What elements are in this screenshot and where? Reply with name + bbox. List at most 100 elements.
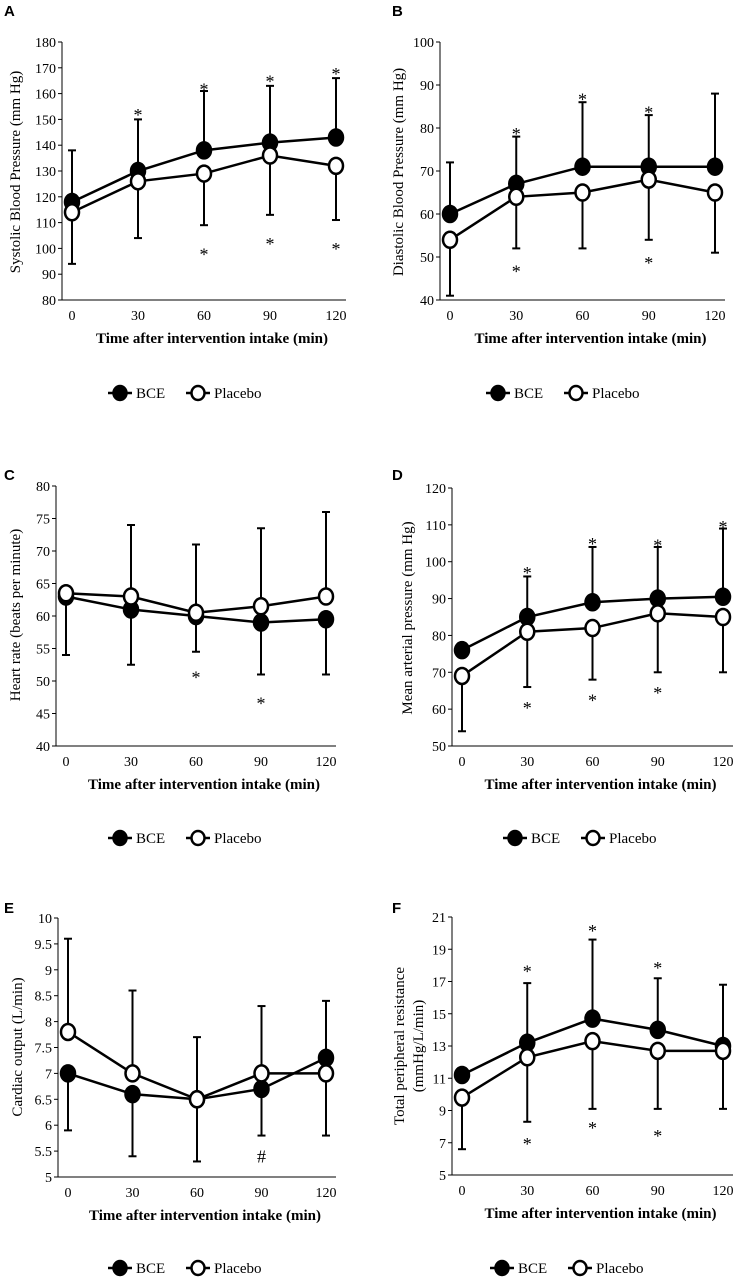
legend-marker-bce xyxy=(494,1259,510,1277)
significance-star: * xyxy=(523,563,532,583)
x-tick-label: 0 xyxy=(63,755,70,770)
data-point-placebo xyxy=(649,1041,666,1061)
legend-marker-bce xyxy=(507,829,523,847)
x-tick-label: 60 xyxy=(197,309,211,324)
y-tick-label: 17 xyxy=(432,976,446,991)
data-point-bce xyxy=(584,593,601,612)
y-tick-label: 80 xyxy=(432,629,446,644)
data-point-placebo xyxy=(584,1031,601,1051)
significance-star: * xyxy=(523,698,532,718)
legend-label-bce: BCE xyxy=(531,831,560,847)
legend: BCE Placebo xyxy=(503,829,656,847)
y-tick-label: 7 xyxy=(45,1067,52,1082)
y-tick-label: 100 xyxy=(425,556,446,571)
data-point-bce xyxy=(195,141,213,160)
y-axis-label: Cardiac output (L/min) xyxy=(10,977,26,1116)
x-tick-label: 60 xyxy=(576,309,590,324)
data-point-bce xyxy=(59,1064,77,1083)
panel-b: B 40 50 60 70 80 90 100 0 30 60 90 120 Time after int… xyxy=(391,3,726,402)
data-point-placebo xyxy=(187,603,205,622)
panel-c: C 40 45 50 55 60 65 70 75 80 0 30 60 90 120 Time after … xyxy=(4,467,337,847)
x-tick-label: 30 xyxy=(126,1186,140,1201)
legend-marker-placebo xyxy=(585,829,601,847)
data-point-placebo xyxy=(59,1022,77,1042)
y-axis-label: Systolic Blood Pressure (mm Hg) xyxy=(8,71,24,274)
y-tick-label: 50 xyxy=(432,740,446,755)
x-tick-label: 60 xyxy=(189,755,203,770)
data-point-placebo xyxy=(327,156,345,176)
legend-label-placebo: Placebo xyxy=(609,831,656,847)
significance-star: * xyxy=(200,79,209,99)
legend-label-bce: BCE xyxy=(136,1261,165,1277)
significance-star: * xyxy=(653,1126,662,1146)
legend-marker-placebo xyxy=(572,1259,588,1277)
data-point-bce xyxy=(584,1009,601,1028)
x-axis-label: Time after intervention intake (min) xyxy=(96,331,328,347)
significance-hash: # xyxy=(257,1146,266,1166)
data-point-placebo xyxy=(317,1064,335,1083)
y-tick-label: 70 xyxy=(432,666,446,681)
data-point-placebo xyxy=(253,1064,270,1083)
y-tick-label: 10 xyxy=(38,912,52,927)
legend-marker-placebo xyxy=(190,829,206,847)
x-tick-label: 90 xyxy=(254,755,268,770)
y-tick-label: 50 xyxy=(420,251,434,266)
significance-star: * xyxy=(332,64,341,84)
legend-marker-placebo xyxy=(190,384,206,402)
y-tick-label: 120 xyxy=(425,482,446,497)
x-axis-label: Time after intervention intake (min) xyxy=(485,777,717,793)
data-point-placebo xyxy=(453,1088,471,1107)
y-tick-label: 70 xyxy=(36,545,50,560)
x-tick-label: 120 xyxy=(316,1186,337,1201)
significance-star: * xyxy=(200,244,209,264)
significance-star: * xyxy=(523,961,532,981)
legend-label-bce: BCE xyxy=(518,1261,547,1277)
y-tick-label: 6 xyxy=(45,1119,52,1134)
data-point-placebo xyxy=(453,666,471,686)
y-axis-label: Diastolic Blood Pressure (mm Hg) xyxy=(391,68,407,276)
data-point-placebo xyxy=(714,1041,732,1061)
legend: BCE Placebo xyxy=(486,384,639,402)
y-axis-label: (mmHg/L/min) xyxy=(411,1000,427,1093)
y-tick-label: 5.5 xyxy=(35,1145,53,1160)
y-tick-label: 90 xyxy=(432,593,446,608)
x-tick-label: 120 xyxy=(326,309,347,324)
y-tick-label: 9.5 xyxy=(35,938,53,953)
legend-label-placebo: Placebo xyxy=(214,831,261,847)
data-point-bce xyxy=(441,204,459,224)
data-point-placebo xyxy=(584,618,601,638)
y-tick-label: 170 xyxy=(35,62,56,77)
legend-label-placebo: Placebo xyxy=(214,386,261,402)
legend: BCE Placebo xyxy=(490,1259,643,1277)
x-tick-label: 90 xyxy=(642,309,656,324)
x-tick-label: 60 xyxy=(586,755,600,770)
significance-star: * xyxy=(588,921,597,941)
data-point-bce xyxy=(453,640,471,660)
data-point-bce xyxy=(714,587,732,606)
x-tick-label: 0 xyxy=(459,755,466,770)
data-point-placebo xyxy=(195,164,213,183)
y-tick-label: 8.5 xyxy=(35,990,53,1005)
y-tick-label: 110 xyxy=(426,519,446,534)
legend-label-placebo: Placebo xyxy=(214,1261,261,1277)
y-tick-label: 160 xyxy=(35,88,56,103)
data-point-placebo xyxy=(129,172,147,191)
data-point-bce xyxy=(317,610,335,629)
y-axis-label: Mean arterial pressure (mm Hg) xyxy=(400,521,416,714)
legend-label-bce: BCE xyxy=(136,831,165,847)
significance-star: * xyxy=(588,1118,597,1138)
significance-star: * xyxy=(644,103,653,123)
data-point-placebo xyxy=(714,607,732,627)
y-tick-label: 21 xyxy=(432,911,446,926)
significance-star: * xyxy=(523,1134,532,1154)
y-tick-label: 140 xyxy=(35,139,56,154)
data-point-placebo xyxy=(706,183,724,202)
significance-star: * xyxy=(644,253,653,273)
y-tick-label: 19 xyxy=(432,943,446,958)
y-axis-label: Heart rate (beats per minute) xyxy=(8,529,24,701)
data-point-placebo xyxy=(188,1090,206,1109)
x-axis-label: Time after intervention intake (min) xyxy=(89,1208,321,1224)
data-point-bce xyxy=(124,1084,141,1104)
data-point-placebo xyxy=(122,587,140,606)
data-point-placebo xyxy=(441,230,459,250)
